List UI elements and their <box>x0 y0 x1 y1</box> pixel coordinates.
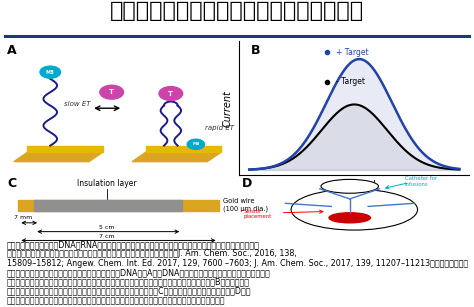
Text: 15809–15812; Angew. Chem. Int. Ed. 2017, 129, 7600 –7603; J. Am. Chem. Soc., 201: 15809–15812; Angew. Chem. Int. Ed. 2017,… <box>7 258 468 268</box>
Circle shape <box>159 87 182 100</box>
Polygon shape <box>146 146 221 152</box>
Bar <box>34 200 182 212</box>
Text: Current: Current <box>223 90 233 127</box>
Ellipse shape <box>291 189 418 230</box>
Text: T: T <box>109 89 114 95</box>
Text: MB: MB <box>46 70 55 75</box>
Polygon shape <box>27 146 102 152</box>
Polygon shape <box>14 152 102 161</box>
Text: - Target: - Target <box>336 77 365 86</box>
Text: + Target: + Target <box>336 48 369 56</box>
Text: MB: MB <box>192 142 200 146</box>
Text: Potential: Potential <box>333 180 376 190</box>
Text: A: A <box>7 44 17 57</box>
Polygon shape <box>132 152 221 161</box>
Text: 金电极表面修饰上对特定靶体有高特异性和高选择性的DNA（图A），DNA远离电极的一端修饰上氧化还原活性探针，: 金电极表面修饰上对特定靶体有高特异性和高选择性的DNA（图A），DNA远离电极的… <box>7 268 271 277</box>
Bar <box>18 200 219 212</box>
Text: T: T <box>168 91 173 96</box>
Text: Catheter for
infusions: Catheter for infusions <box>405 176 437 187</box>
Text: Gold wire
(100 μm dia.): Gold wire (100 μm dia.) <box>223 198 268 212</box>
Text: 血液等）中的药物、癌症标志物、蛋白以及与大健康相关的其他靶体的实时检测（J. Am. Chem. Soc., 2016, 138,: 血液等）中的药物、癌症标志物、蛋白以及与大健康相关的其他靶体的实时检测（J. A… <box>7 249 297 258</box>
Text: slow ET: slow ET <box>64 101 91 107</box>
Text: C: C <box>7 177 16 190</box>
Text: Insulation layer: Insulation layer <box>77 179 137 188</box>
Circle shape <box>40 66 61 78</box>
Text: 7 cm: 7 cm <box>100 234 115 239</box>
Ellipse shape <box>329 213 370 223</box>
Text: 改变能够检测样品中检测物的浓度。在完成体外测试后，可将微电极（图C）植入生物体内（如小鼠体内，图D），: 改变能够检测样品中检测物的浓度。在完成体外测试后，可将微电极（图C）植入生物体内… <box>7 287 252 296</box>
Text: 5 cm: 5 cm <box>100 225 115 230</box>
Circle shape <box>187 139 204 149</box>
Text: 靶体结合时，该探针的氧化还原特性（如电荷转移速率等）发生改变，致使检测的电流发生改变（图B），利用这一: 靶体结合时，该探针的氧化还原特性（如电荷转移速率等）发生改变，致使检测的电流发生… <box>7 277 250 286</box>
Circle shape <box>100 85 124 99</box>
Text: Sensor
placement: Sensor placement <box>244 209 272 220</box>
Text: 检测体内的药物代谢过程以及治疗药效，从而形成反馈环路控制体系，真正实现实时检测、给药的目标。: 检测体内的药物代谢过程以及治疗药效，从而形成反馈环路控制体系，真正实现实时检测、… <box>7 296 226 305</box>
Text: rapid ET: rapid ET <box>205 125 234 131</box>
Text: B: B <box>251 44 260 57</box>
Text: 研究方向主要侧重于基于DNA、RNA或蛋白的新型生物传感器对复杂生物样本（如体外血液样本或者体内组织液、: 研究方向主要侧重于基于DNA、RNA或蛋白的新型生物传感器对复杂生物样本（如体外… <box>7 240 260 249</box>
Text: D: D <box>242 177 252 190</box>
Text: 7 mm: 7 mm <box>14 215 32 220</box>
Ellipse shape <box>321 179 378 193</box>
Text: 新型电化学生物传感器在精准医疗中的应用: 新型电化学生物传感器在精准医疗中的应用 <box>110 1 364 21</box>
